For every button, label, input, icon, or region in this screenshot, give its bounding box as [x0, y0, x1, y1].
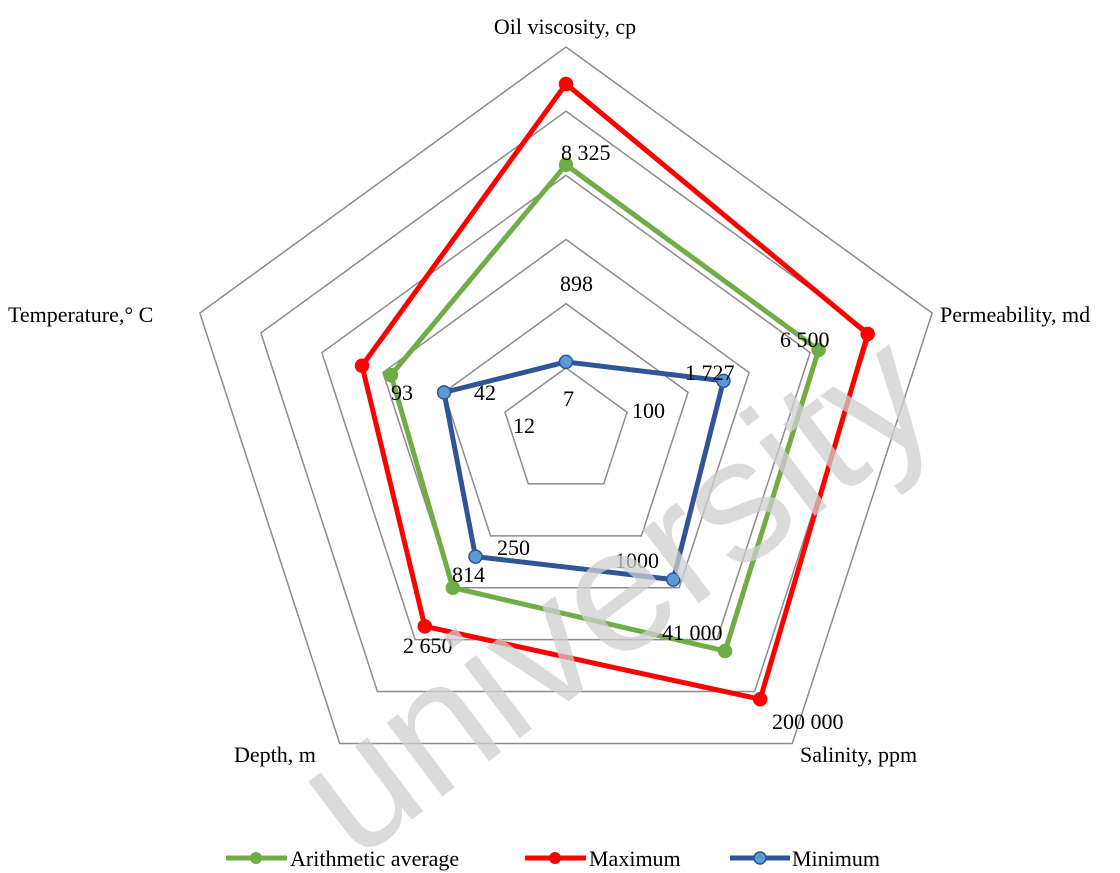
series-line-arithmetic-average	[388, 162, 822, 654]
legend-marker-average	[250, 852, 262, 864]
series-markers	[354, 76, 875, 707]
axis-label-oil-viscosity: Oil viscosity, cp	[494, 14, 636, 39]
label-max-permeability: 6 500	[780, 327, 830, 352]
legend-label-maximum: Maximum	[589, 846, 681, 871]
axis-label-temperature: Temperature,° C	[8, 302, 153, 327]
marker-minimum-4	[436, 385, 452, 400]
marker-minimum-0	[558, 354, 574, 370]
label-min-permeability: 100	[632, 398, 665, 423]
series-lines	[359, 81, 871, 702]
marker-maximum-4	[354, 358, 370, 373]
grid-ring-6	[198, 46, 934, 745]
legend-marker-minimum	[753, 851, 767, 865]
marker-maximum-2	[752, 691, 768, 707]
axis-label-depth: Depth, m	[234, 742, 316, 767]
marker-arithmetic-average-1	[811, 342, 826, 358]
legend-label-minimum: Minimum	[792, 846, 880, 871]
grid-ring-4	[321, 174, 811, 641]
axis-labels: Oil viscosity, cp Permeability, md Salin…	[8, 14, 1090, 767]
grid-ring-1	[504, 366, 628, 485]
series-line-minimum	[441, 359, 726, 583]
marker-arithmetic-average-3	[445, 580, 461, 595]
marker-minimum-3	[468, 549, 483, 564]
marker-arithmetic-average-2	[717, 643, 733, 659]
legend: Arithmetic average Maximum Minimum	[226, 846, 880, 871]
data-labels: 898 1 727 41 000 814 42 8 325 6 500 200 …	[391, 140, 844, 734]
label-avg-temperature: 42	[474, 380, 496, 405]
marker-minimum-1	[716, 373, 731, 389]
label-min-salinity: 1000	[615, 548, 659, 573]
label-max-depth: 2 650	[403, 633, 453, 658]
label-avg-permeability: 1 727	[685, 360, 735, 385]
legend-label-average: Arithmetic average	[290, 846, 459, 871]
label-avg-depth: 814	[452, 562, 485, 587]
label-avg-viscosity: 898	[560, 271, 593, 296]
legend-marker-maximum	[549, 852, 561, 864]
grid-ring-2	[443, 302, 689, 537]
marker-arithmetic-average-4	[383, 367, 399, 383]
label-max-salinity: 200 000	[772, 709, 844, 734]
marker-maximum-3	[417, 619, 433, 634]
label-min-viscosity: 7	[563, 386, 574, 411]
marker-maximum-1	[860, 326, 875, 342]
label-max-temperature: 93	[391, 380, 413, 405]
axis-label-salinity: Salinity, ppm	[800, 742, 917, 767]
axis-label-permeability: Permeability, md	[940, 302, 1090, 327]
series-line-maximum	[359, 81, 871, 702]
marker-maximum-0	[558, 76, 574, 92]
label-min-temperature: 12	[513, 413, 535, 438]
label-avg-salinity: 41 000	[662, 620, 723, 645]
marker-minimum-2	[666, 572, 681, 587]
marker-arithmetic-average-0	[558, 157, 574, 173]
label-max-viscosity: 8 325	[561, 140, 611, 165]
label-min-depth: 250	[497, 535, 530, 560]
